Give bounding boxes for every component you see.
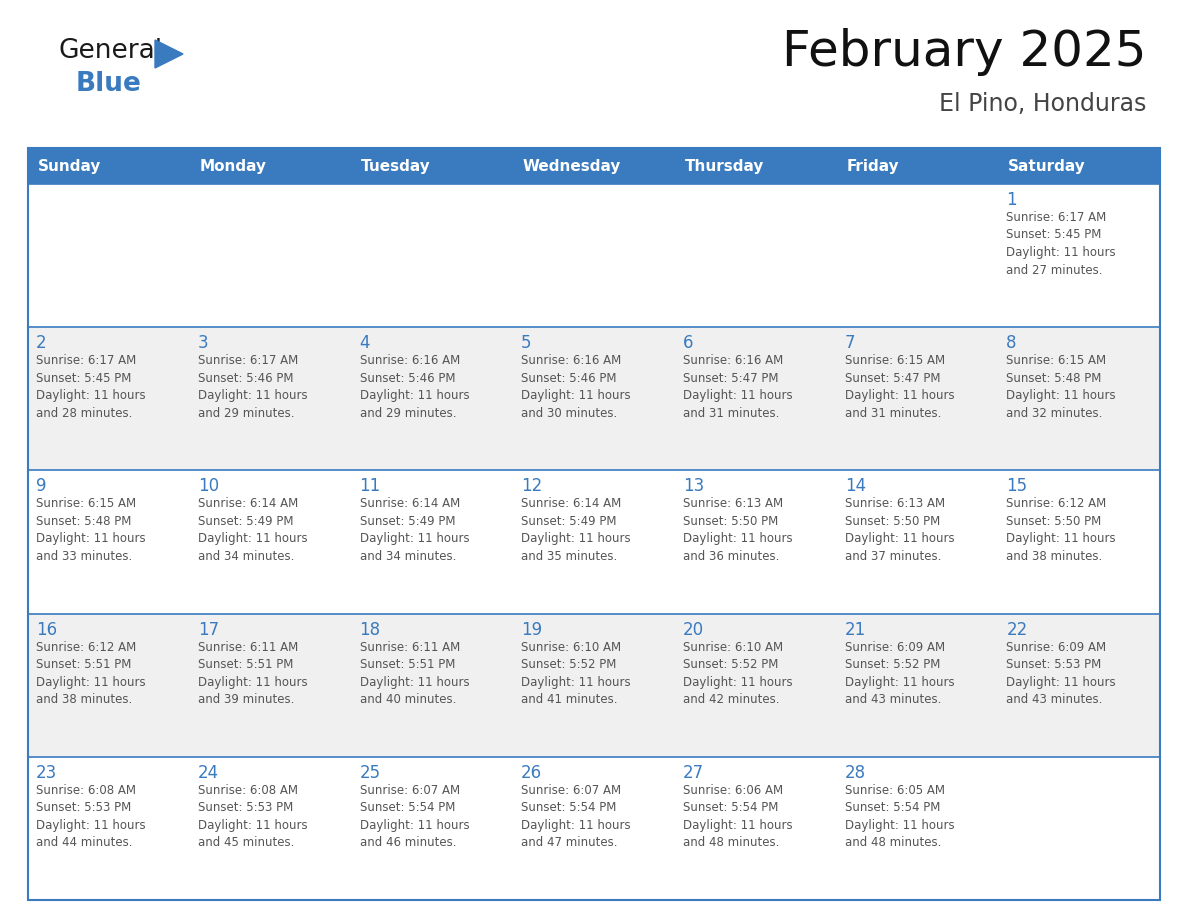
Text: Sunrise: 6:10 AM
Sunset: 5:52 PM
Daylight: 11 hours
and 42 minutes.: Sunrise: 6:10 AM Sunset: 5:52 PM Dayligh… [683, 641, 792, 706]
Text: 26: 26 [522, 764, 543, 782]
Text: Sunrise: 6:15 AM
Sunset: 5:48 PM
Daylight: 11 hours
and 32 minutes.: Sunrise: 6:15 AM Sunset: 5:48 PM Dayligh… [1006, 354, 1116, 420]
Bar [998, 148, 1159, 184]
Text: 23: 23 [36, 764, 57, 782]
Text: February 2025: February 2025 [782, 28, 1146, 76]
Text: Sunrise: 6:17 AM
Sunset: 5:45 PM
Daylight: 11 hours
and 27 minutes.: Sunrise: 6:17 AM Sunset: 5:45 PM Dayligh… [1006, 211, 1116, 276]
Text: 3: 3 [197, 334, 208, 353]
Text: 28: 28 [845, 764, 866, 782]
Text: 2: 2 [36, 334, 46, 353]
Polygon shape [154, 40, 183, 68]
Text: General: General [58, 38, 162, 64]
Bar [190, 148, 352, 184]
Bar [836, 148, 998, 184]
Text: Sunrise: 6:13 AM
Sunset: 5:50 PM
Daylight: 11 hours
and 37 minutes.: Sunrise: 6:13 AM Sunset: 5:50 PM Dayligh… [845, 498, 954, 563]
Text: Sunrise: 6:08 AM
Sunset: 5:53 PM
Daylight: 11 hours
and 45 minutes.: Sunrise: 6:08 AM Sunset: 5:53 PM Dayligh… [197, 784, 308, 849]
Text: Sunrise: 6:17 AM
Sunset: 5:46 PM
Daylight: 11 hours
and 29 minutes.: Sunrise: 6:17 AM Sunset: 5:46 PM Dayligh… [197, 354, 308, 420]
Text: Friday: Friday [846, 159, 899, 174]
Text: 24: 24 [197, 764, 219, 782]
Text: 5: 5 [522, 334, 532, 353]
Text: Sunrise: 6:15 AM
Sunset: 5:48 PM
Daylight: 11 hours
and 33 minutes.: Sunrise: 6:15 AM Sunset: 5:48 PM Dayligh… [36, 498, 146, 563]
Text: 27: 27 [683, 764, 704, 782]
Bar [29, 470, 1159, 613]
Text: Sunrise: 6:15 AM
Sunset: 5:47 PM
Daylight: 11 hours
and 31 minutes.: Sunrise: 6:15 AM Sunset: 5:47 PM Dayligh… [845, 354, 954, 420]
Text: Sunrise: 6:06 AM
Sunset: 5:54 PM
Daylight: 11 hours
and 48 minutes.: Sunrise: 6:06 AM Sunset: 5:54 PM Dayligh… [683, 784, 792, 849]
Bar [29, 327, 1159, 470]
Text: 16: 16 [36, 621, 57, 639]
Text: 21: 21 [845, 621, 866, 639]
Text: Wednesday: Wednesday [523, 159, 621, 174]
Bar [513, 148, 675, 184]
Text: 22: 22 [1006, 621, 1028, 639]
Text: Sunrise: 6:16 AM
Sunset: 5:47 PM
Daylight: 11 hours
and 31 minutes.: Sunrise: 6:16 AM Sunset: 5:47 PM Dayligh… [683, 354, 792, 420]
Text: 19: 19 [522, 621, 543, 639]
Text: Sunrise: 6:07 AM
Sunset: 5:54 PM
Daylight: 11 hours
and 47 minutes.: Sunrise: 6:07 AM Sunset: 5:54 PM Dayligh… [522, 784, 631, 849]
Text: Sunrise: 6:11 AM
Sunset: 5:51 PM
Daylight: 11 hours
and 39 minutes.: Sunrise: 6:11 AM Sunset: 5:51 PM Dayligh… [197, 641, 308, 706]
Text: Sunrise: 6:05 AM
Sunset: 5:54 PM
Daylight: 11 hours
and 48 minutes.: Sunrise: 6:05 AM Sunset: 5:54 PM Dayligh… [845, 784, 954, 849]
Bar [352, 148, 513, 184]
Bar [29, 756, 1159, 900]
Text: 20: 20 [683, 621, 704, 639]
Text: Blue: Blue [76, 71, 141, 97]
Text: Sunrise: 6:11 AM
Sunset: 5:51 PM
Daylight: 11 hours
and 40 minutes.: Sunrise: 6:11 AM Sunset: 5:51 PM Dayligh… [360, 641, 469, 706]
Text: 6: 6 [683, 334, 694, 353]
Text: 8: 8 [1006, 334, 1017, 353]
Text: Sunrise: 6:14 AM
Sunset: 5:49 PM
Daylight: 11 hours
and 34 minutes.: Sunrise: 6:14 AM Sunset: 5:49 PM Dayligh… [197, 498, 308, 563]
Text: 9: 9 [36, 477, 46, 496]
Text: Sunrise: 6:17 AM
Sunset: 5:45 PM
Daylight: 11 hours
and 28 minutes.: Sunrise: 6:17 AM Sunset: 5:45 PM Dayligh… [36, 354, 146, 420]
Text: 17: 17 [197, 621, 219, 639]
Text: 15: 15 [1006, 477, 1028, 496]
Text: 4: 4 [360, 334, 369, 353]
Text: 7: 7 [845, 334, 855, 353]
Text: Sunrise: 6:14 AM
Sunset: 5:49 PM
Daylight: 11 hours
and 34 minutes.: Sunrise: 6:14 AM Sunset: 5:49 PM Dayligh… [360, 498, 469, 563]
Text: Sunday: Sunday [38, 159, 101, 174]
Bar [29, 148, 190, 184]
Text: Thursday: Thursday [684, 159, 764, 174]
Text: Sunrise: 6:09 AM
Sunset: 5:52 PM
Daylight: 11 hours
and 43 minutes.: Sunrise: 6:09 AM Sunset: 5:52 PM Dayligh… [845, 641, 954, 706]
Text: El Pino, Honduras: El Pino, Honduras [939, 92, 1146, 116]
Text: Sunrise: 6:09 AM
Sunset: 5:53 PM
Daylight: 11 hours
and 43 minutes.: Sunrise: 6:09 AM Sunset: 5:53 PM Dayligh… [1006, 641, 1116, 706]
Text: Sunrise: 6:14 AM
Sunset: 5:49 PM
Daylight: 11 hours
and 35 minutes.: Sunrise: 6:14 AM Sunset: 5:49 PM Dayligh… [522, 498, 631, 563]
Text: Sunrise: 6:13 AM
Sunset: 5:50 PM
Daylight: 11 hours
and 36 minutes.: Sunrise: 6:13 AM Sunset: 5:50 PM Dayligh… [683, 498, 792, 563]
Text: Saturday: Saturday [1007, 159, 1086, 174]
Text: 11: 11 [360, 477, 381, 496]
Text: Tuesday: Tuesday [361, 159, 431, 174]
Text: Sunrise: 6:10 AM
Sunset: 5:52 PM
Daylight: 11 hours
and 41 minutes.: Sunrise: 6:10 AM Sunset: 5:52 PM Dayligh… [522, 641, 631, 706]
Text: Sunrise: 6:07 AM
Sunset: 5:54 PM
Daylight: 11 hours
and 46 minutes.: Sunrise: 6:07 AM Sunset: 5:54 PM Dayligh… [360, 784, 469, 849]
Text: Sunrise: 6:16 AM
Sunset: 5:46 PM
Daylight: 11 hours
and 30 minutes.: Sunrise: 6:16 AM Sunset: 5:46 PM Dayligh… [522, 354, 631, 420]
Text: Monday: Monday [200, 159, 266, 174]
Text: 1: 1 [1006, 191, 1017, 209]
Text: Sunrise: 6:16 AM
Sunset: 5:46 PM
Daylight: 11 hours
and 29 minutes.: Sunrise: 6:16 AM Sunset: 5:46 PM Dayligh… [360, 354, 469, 420]
Text: 10: 10 [197, 477, 219, 496]
Text: Sunrise: 6:08 AM
Sunset: 5:53 PM
Daylight: 11 hours
and 44 minutes.: Sunrise: 6:08 AM Sunset: 5:53 PM Dayligh… [36, 784, 146, 849]
Text: 14: 14 [845, 477, 866, 496]
Text: Sunrise: 6:12 AM
Sunset: 5:50 PM
Daylight: 11 hours
and 38 minutes.: Sunrise: 6:12 AM Sunset: 5:50 PM Dayligh… [1006, 498, 1116, 563]
Text: 18: 18 [360, 621, 380, 639]
Text: 25: 25 [360, 764, 380, 782]
Text: 13: 13 [683, 477, 704, 496]
Text: Sunrise: 6:12 AM
Sunset: 5:51 PM
Daylight: 11 hours
and 38 minutes.: Sunrise: 6:12 AM Sunset: 5:51 PM Dayligh… [36, 641, 146, 706]
Bar [675, 148, 836, 184]
Bar [29, 613, 1159, 756]
Text: 12: 12 [522, 477, 543, 496]
Bar [29, 184, 1159, 327]
Bar [29, 148, 1159, 900]
